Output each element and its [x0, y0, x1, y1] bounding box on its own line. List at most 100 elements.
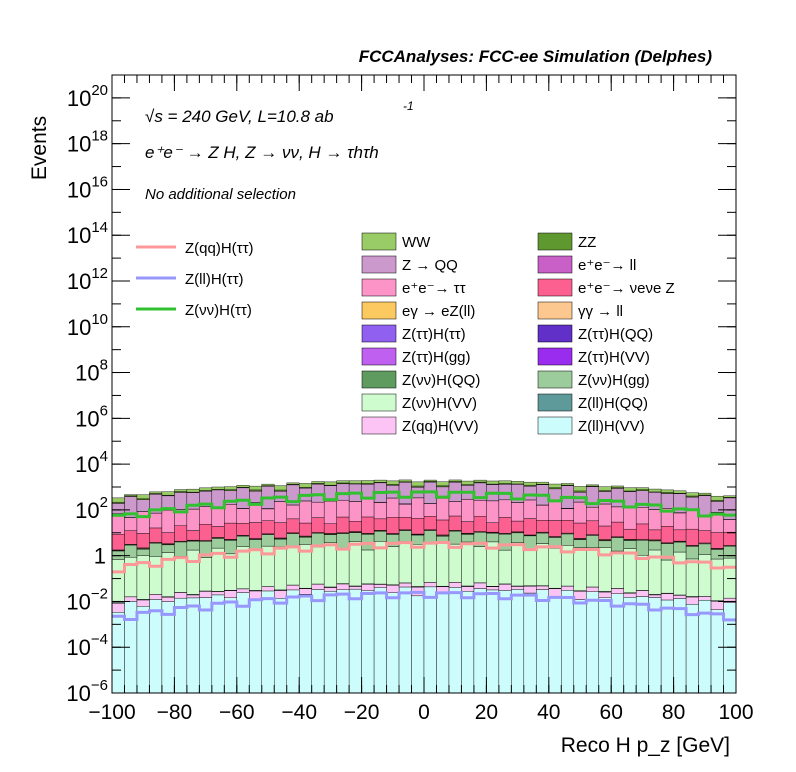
legend-swatch: [361, 324, 397, 343]
bar: [361, 516, 375, 534]
series-16: [111, 481, 737, 504]
bar: [274, 501, 287, 523]
bar: [199, 487, 213, 491]
bar: [373, 518, 387, 531]
bar: [586, 535, 599, 548]
bar: [561, 520, 574, 534]
bar: [224, 486, 238, 490]
bar: [149, 543, 163, 557]
bar: [199, 557, 213, 592]
bar: [286, 504, 300, 520]
series-13: [111, 497, 737, 535]
bar: [386, 517, 400, 534]
bar: [323, 534, 337, 543]
bar: [423, 542, 437, 583]
bar: [473, 500, 487, 517]
bar: [710, 558, 724, 601]
bar: [611, 506, 624, 523]
bar: [523, 535, 537, 551]
series-1: [111, 582, 737, 613]
bar: [161, 544, 175, 553]
bar: [411, 481, 425, 487]
bar: [573, 599, 587, 694]
bar: [660, 559, 674, 594]
bar: [511, 520, 525, 533]
bar: [536, 543, 550, 586]
bar: [311, 502, 325, 518]
bar: [648, 492, 662, 510]
bar: [473, 479, 487, 483]
legend-label: ZZ: [578, 234, 596, 251]
bar: [174, 556, 188, 593]
series-12: [111, 515, 737, 551]
bar: [598, 503, 612, 527]
bar: [236, 522, 250, 536]
bar: [124, 596, 138, 602]
bar: [274, 522, 287, 539]
bar: [224, 504, 238, 524]
bar: [111, 497, 125, 503]
bar: [723, 598, 737, 603]
legend-swatch: [537, 347, 573, 366]
legend-label: Z → QQ: [402, 257, 458, 274]
bar: [586, 586, 599, 592]
bar: [199, 524, 213, 541]
bar: [236, 485, 250, 488]
bar: [236, 536, 250, 547]
bar: [236, 588, 250, 593]
bar: [648, 529, 662, 541]
bar: [149, 491, 163, 494]
bar: [336, 516, 350, 533]
bar: [573, 547, 587, 591]
bar: [236, 546, 250, 589]
bar: [498, 549, 512, 585]
bar: [149, 527, 163, 543]
bar: [635, 523, 649, 540]
bar: [336, 500, 350, 518]
selection-annotation: No additional selection: [145, 186, 296, 203]
bar: [436, 542, 450, 587]
bar: [611, 588, 624, 594]
bar: [698, 543, 712, 555]
signal-line-0: [112, 541, 736, 574]
bar: [461, 521, 475, 534]
bar: [635, 487, 649, 490]
bar: [548, 500, 562, 521]
bar: [648, 594, 662, 598]
legend-swatch: [537, 393, 573, 412]
bar: [136, 599, 150, 607]
bar: [511, 532, 525, 543]
bar: [423, 479, 437, 482]
y-tick-label: 1010: [67, 311, 108, 340]
bar: [111, 503, 125, 514]
bar: [361, 584, 375, 591]
bar: [710, 601, 724, 610]
bar: [261, 586, 275, 592]
bar: [211, 486, 225, 490]
bar: [723, 519, 737, 533]
legend-label: Z(νν)H(gg): [578, 372, 650, 389]
bar: [411, 544, 425, 587]
bar: [261, 483, 275, 486]
bar: [448, 543, 462, 583]
signal-histograms: [112, 490, 736, 622]
bar: [224, 553, 238, 591]
bar: [249, 590, 262, 600]
bar: [660, 489, 674, 493]
bar: [361, 590, 375, 694]
bar: [186, 597, 200, 694]
y-tick-label: 10−4: [66, 631, 108, 660]
y-tick-label: 1018: [67, 128, 108, 157]
bar: [261, 590, 275, 694]
bar: [723, 602, 737, 694]
bar: [111, 534, 125, 551]
bar: [536, 532, 550, 544]
bar: [386, 592, 400, 694]
bar: [286, 482, 300, 485]
x-tick-label: 0: [418, 701, 430, 724]
bar: [461, 499, 475, 522]
bar: [448, 587, 462, 694]
bar: [698, 495, 712, 517]
bar: [548, 596, 562, 694]
bar: [398, 482, 412, 505]
